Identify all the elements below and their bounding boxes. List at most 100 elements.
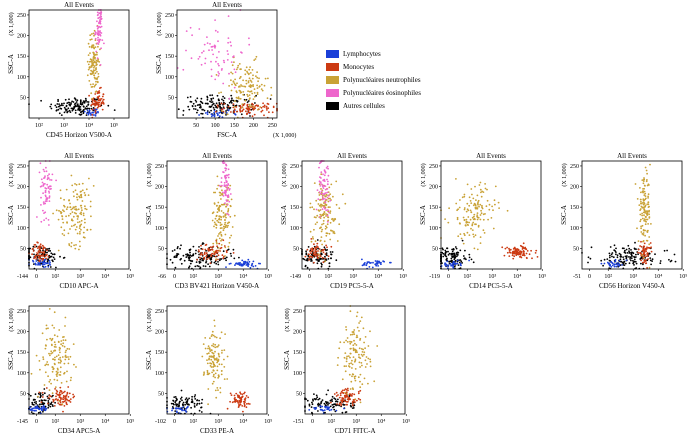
data-point: [230, 111, 232, 113]
data-point: [56, 379, 59, 382]
data-point: [92, 185, 95, 187]
y-tick-label: 150: [570, 205, 579, 211]
data-point: [616, 262, 619, 264]
data-point: [246, 105, 249, 108]
data-point: [350, 380, 353, 383]
data-point: [212, 97, 215, 100]
data-point: [318, 256, 321, 258]
data-point: [220, 91, 222, 94]
data-point: [360, 353, 363, 356]
data-point: [91, 97, 93, 100]
data-point: [198, 399, 200, 402]
data-point: [323, 206, 325, 208]
data-point: [65, 380, 68, 383]
data-point: [227, 224, 229, 227]
data-point: [480, 212, 483, 215]
data-point: [247, 402, 250, 405]
data-point: [357, 376, 360, 379]
data-point: [51, 370, 54, 373]
data-point: [219, 391, 222, 394]
data-point: [335, 395, 338, 397]
data-point: [642, 180, 645, 182]
data-point: [320, 173, 323, 176]
data-point: [96, 70, 98, 73]
data-point: [309, 255, 312, 258]
data-point: [36, 254, 39, 257]
plot-frame: [28, 160, 130, 270]
data-point: [201, 112, 204, 115]
data-point: [219, 191, 222, 194]
data-point: [239, 76, 242, 78]
data-point: [305, 250, 307, 253]
data-point: [515, 248, 517, 251]
data-point: [61, 215, 64, 218]
data-point: [530, 249, 532, 252]
data-point: [308, 403, 311, 406]
data-point: [36, 407, 39, 409]
data-point: [361, 351, 364, 353]
data-point: [57, 100, 59, 102]
x-tick-label: 10³: [60, 123, 68, 129]
data-point: [216, 365, 219, 368]
data-point: [481, 190, 483, 193]
data-point: [239, 92, 242, 94]
data-point: [49, 266, 52, 268]
data-point: [244, 99, 247, 102]
data-point: [217, 63, 219, 65]
data-point: [58, 329, 61, 331]
data-point: [639, 213, 642, 216]
data-point: [62, 339, 65, 341]
y-tick-label: 100: [290, 226, 299, 232]
data-point: [73, 244, 75, 247]
x-tick-label: 10⁵: [264, 274, 272, 280]
data-point: [515, 251, 518, 254]
data-point: [306, 266, 309, 269]
data-point: [477, 216, 480, 219]
data-point: [473, 247, 476, 250]
data-point: [100, 98, 103, 100]
data-point: [635, 248, 637, 251]
data-point: [196, 258, 198, 261]
data-point: [67, 232, 70, 235]
y-axis-label: SSC-A: [560, 205, 568, 225]
x-tick-label: 10²: [35, 123, 43, 129]
data-point: [453, 252, 456, 255]
data-point: [461, 262, 463, 264]
data-point: [317, 405, 320, 407]
data-point: [35, 409, 37, 412]
data-point: [40, 220, 43, 223]
data-point: [630, 249, 632, 251]
data-point: [90, 86, 93, 88]
data-point: [44, 371, 47, 374]
data-point: [241, 52, 243, 54]
data-point: [376, 260, 379, 263]
data-point: [74, 189, 77, 192]
x-axis-label: CD33 PE-A: [200, 427, 234, 435]
data-point: [647, 223, 649, 225]
data-point: [644, 223, 647, 226]
data-point: [219, 215, 221, 218]
data-point: [43, 402, 46, 405]
data-point: [49, 185, 52, 188]
y-tick-label: 200: [155, 330, 164, 336]
data-point: [345, 328, 348, 331]
data-point: [199, 253, 202, 256]
data-point: [98, 99, 100, 101]
data-point: [333, 408, 336, 411]
data-point: [213, 255, 216, 258]
data-point: [324, 201, 327, 204]
data-point: [251, 115, 254, 118]
data-point: [219, 387, 222, 389]
data-point: [95, 98, 98, 101]
data-point: [351, 359, 353, 362]
data-point: [232, 252, 235, 254]
data-point: [322, 187, 325, 189]
data-point: [52, 260, 54, 263]
data-point: [456, 216, 459, 219]
data-point: [68, 244, 71, 247]
data-point: [56, 372, 59, 375]
data-point: [376, 345, 379, 347]
data-point: [474, 234, 477, 237]
data-point: [217, 74, 220, 77]
data-point: [325, 215, 327, 217]
